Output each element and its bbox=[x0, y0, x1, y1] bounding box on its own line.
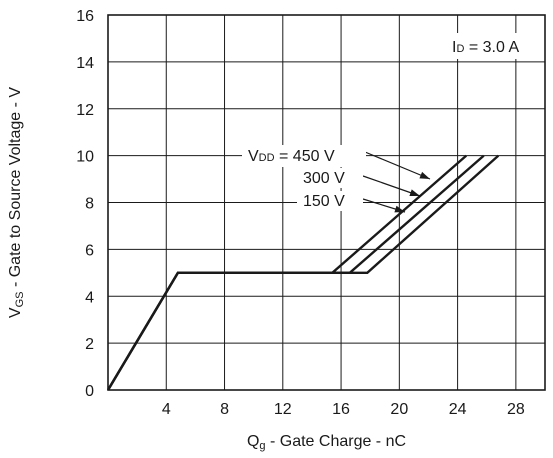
grid-lines bbox=[108, 15, 545, 390]
series-label-sub: DD bbox=[259, 152, 275, 164]
y-tick-label: 6 bbox=[85, 242, 94, 259]
y-title-main: V bbox=[7, 307, 24, 318]
series-label-bg bbox=[297, 191, 363, 211]
series-label-450v: VDD = 450 V bbox=[248, 148, 335, 165]
y-tick-label: 2 bbox=[85, 336, 94, 353]
plot-frame bbox=[107, 14, 546, 391]
series-label-bg bbox=[242, 145, 366, 167]
condition-annotation: ID = 3.0 A bbox=[446, 33, 542, 59]
series-label-bg bbox=[297, 168, 363, 188]
label-arrows bbox=[362, 151, 431, 213]
x-tick-label: 20 bbox=[390, 401, 408, 418]
x-tick-label: 4 bbox=[162, 401, 171, 418]
label-arrow-line bbox=[362, 175, 421, 197]
series-labels: VDD = 450 V 300 V 150 V bbox=[242, 145, 366, 211]
x-tick-label: 24 bbox=[449, 401, 467, 418]
annotation-sub: D bbox=[456, 43, 464, 55]
y-tick-label: 14 bbox=[76, 55, 94, 72]
y-tick-label: 8 bbox=[85, 196, 94, 213]
y-tick-label: 4 bbox=[85, 289, 94, 306]
series-line bbox=[106, 154, 500, 391]
label-arrow-head bbox=[394, 205, 405, 213]
x-tick-label: 8 bbox=[220, 401, 229, 418]
x-tick-label: 12 bbox=[274, 401, 292, 418]
y-tick-label: 0 bbox=[85, 383, 94, 400]
y-tick-label: 16 bbox=[76, 8, 94, 25]
y-axis-title: VGS - Gate to Source Voltage - V bbox=[7, 87, 26, 318]
series-label-150v: 150 V bbox=[303, 193, 345, 210]
y-title-rest: - Gate to Source Voltage - V bbox=[7, 87, 24, 292]
series-lines bbox=[106, 154, 500, 391]
label-arrow-head bbox=[419, 171, 430, 179]
annotation-text: ID = 3.0 A bbox=[452, 39, 519, 56]
label-arrow-line bbox=[364, 151, 431, 180]
series-label-300v: 300 V bbox=[303, 170, 345, 187]
annotation-main: I bbox=[452, 39, 456, 56]
series-label-main: 150 V bbox=[303, 193, 345, 210]
x-axis-title: Qg - Gate Charge - nC bbox=[247, 433, 406, 452]
x-title-rest: - Gate Charge - nC bbox=[266, 433, 407, 450]
series-label-main: V bbox=[248, 148, 259, 165]
series-label-rest: = 450 V bbox=[275, 148, 335, 165]
x-tick-label: 28 bbox=[507, 401, 525, 418]
x-title-main: Q bbox=[247, 433, 259, 450]
x-tick-label: 16 bbox=[332, 401, 350, 418]
x-title-sub: g bbox=[259, 440, 265, 452]
annotation-rest: = 3.0 A bbox=[464, 39, 519, 56]
label-arrow-head bbox=[409, 189, 420, 196]
y-title-sub: GS bbox=[14, 291, 26, 307]
y-tick-label: 10 bbox=[76, 149, 94, 166]
series-label-main: 300 V bbox=[303, 170, 345, 187]
y-tick-label: 12 bbox=[76, 102, 94, 119]
annotation-box bbox=[446, 33, 542, 59]
